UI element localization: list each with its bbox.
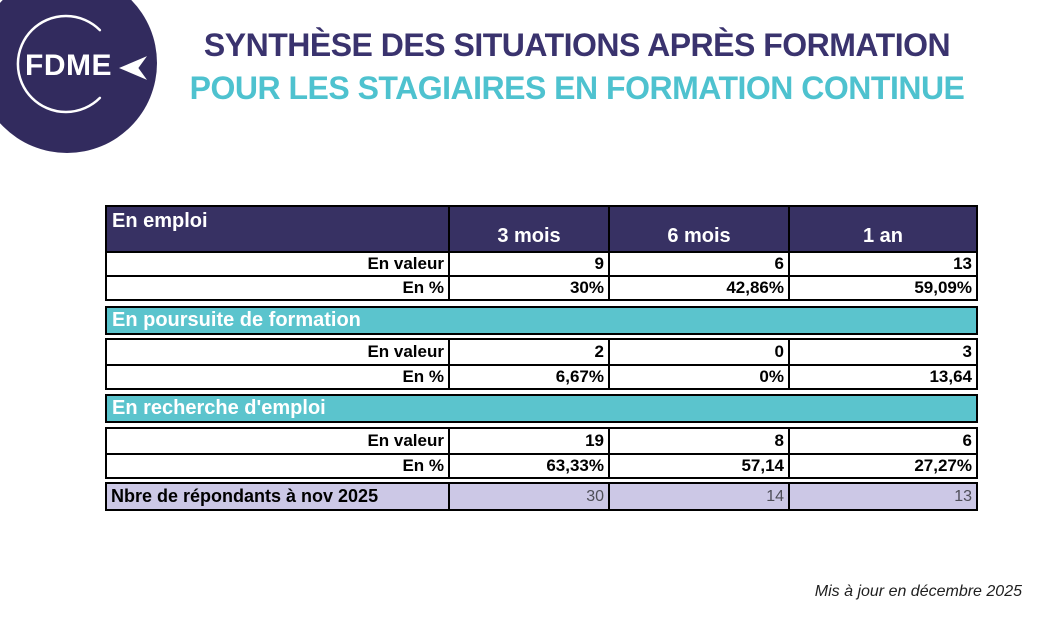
- row-label: En valeur: [367, 254, 444, 273]
- respondents-row-block: Nbre de répondants à nov 2025 30 14 13: [105, 482, 978, 511]
- section-header-recherche: En recherche d'emploi: [112, 397, 326, 419]
- column-header-1-an: 1 an: [788, 207, 976, 251]
- table-cell: 0: [608, 340, 788, 364]
- table-cell: 30: [448, 484, 608, 509]
- page-title: SYNTHÈSE DES SITUATIONS APRÈS FORMATION: [203, 27, 951, 63]
- table-cell: 13,64: [788, 366, 976, 388]
- table-cell: 59,09%: [788, 277, 976, 299]
- fdme-logo: FDME: [0, 0, 175, 160]
- section-poursuite-rows: En valeur 2 0 3 En % 6,67% 0% 13,64: [105, 338, 978, 390]
- arrow-icon: [119, 55, 147, 80]
- table-cell: 3: [788, 340, 976, 364]
- table-cell: 13: [788, 253, 976, 275]
- section-band-recherche: En recherche d'emploi: [105, 394, 978, 423]
- table-cell: 42,86%: [608, 277, 788, 299]
- table-cell: 19: [448, 429, 608, 453]
- row-label: En %: [402, 456, 444, 475]
- section-band-poursuite: En poursuite de formation: [105, 306, 978, 335]
- page-subtitle: POUR LES STAGIAIRES EN FORMATION CONTINU…: [189, 70, 965, 106]
- logo-content: FDME: [25, 49, 147, 83]
- logo-ring: [16, 14, 102, 114]
- table-cell: 6: [788, 429, 976, 453]
- table-cell: 6: [608, 253, 788, 275]
- table-cell: 9: [448, 253, 608, 275]
- results-table: En emploi 3 mois 6 mois 1 an En valeur 9…: [105, 205, 978, 511]
- table-row: En % 30% 42,86% 59,09%: [107, 275, 976, 299]
- logo-circle: FDME: [0, 0, 157, 153]
- table-cell: 13: [788, 484, 976, 509]
- table-cell: 8: [608, 429, 788, 453]
- section-header-poursuite: En poursuite de formation: [112, 309, 361, 331]
- table-cell: 27,27%: [788, 455, 976, 477]
- column-header-3-mois: 3 mois: [448, 207, 608, 251]
- table-row: En valeur 9 6 13: [107, 251, 976, 275]
- table-row: En % 6,67% 0% 13,64: [107, 364, 976, 388]
- row-label: En %: [402, 278, 444, 297]
- respondents-row: Nbre de répondants à nov 2025 30 14 13: [107, 484, 976, 509]
- row-label: En valeur: [367, 431, 444, 450]
- table-cell: 57,14: [608, 455, 788, 477]
- table-cell: 2: [448, 340, 608, 364]
- table-row: En valeur 19 8 6: [107, 429, 976, 453]
- table-cell: 0%: [608, 366, 788, 388]
- table-row: En valeur 2 0 3: [107, 340, 976, 364]
- table-cell: 63,33%: [448, 455, 608, 477]
- header-titles: SYNTHÈSE DES SITUATIONS APRÈS FORMATION …: [130, 24, 1024, 109]
- respondents-label: Nbre de répondants à nov 2025: [111, 486, 379, 506]
- row-label: En valeur: [367, 342, 444, 361]
- table-cell: 30%: [448, 277, 608, 299]
- table-cell: 6,67%: [448, 366, 608, 388]
- section-en-emploi: En emploi 3 mois 6 mois 1 an En valeur 9…: [105, 205, 978, 301]
- logo-text: FDME: [25, 49, 112, 82]
- section-header-en-emploi: En emploi: [112, 210, 208, 232]
- table-row: En % 63,33% 57,14 27,27%: [107, 453, 976, 477]
- column-header-6-mois: 6 mois: [608, 207, 788, 251]
- section-recherche-rows: En valeur 19 8 6 En % 63,33% 57,14 27,27…: [105, 427, 978, 479]
- updated-note: Mis à jour en décembre 2025: [814, 583, 1022, 600]
- table-cell: 14: [608, 484, 788, 509]
- row-label: En %: [402, 367, 444, 386]
- table-header-row: En emploi 3 mois 6 mois 1 an: [107, 207, 976, 251]
